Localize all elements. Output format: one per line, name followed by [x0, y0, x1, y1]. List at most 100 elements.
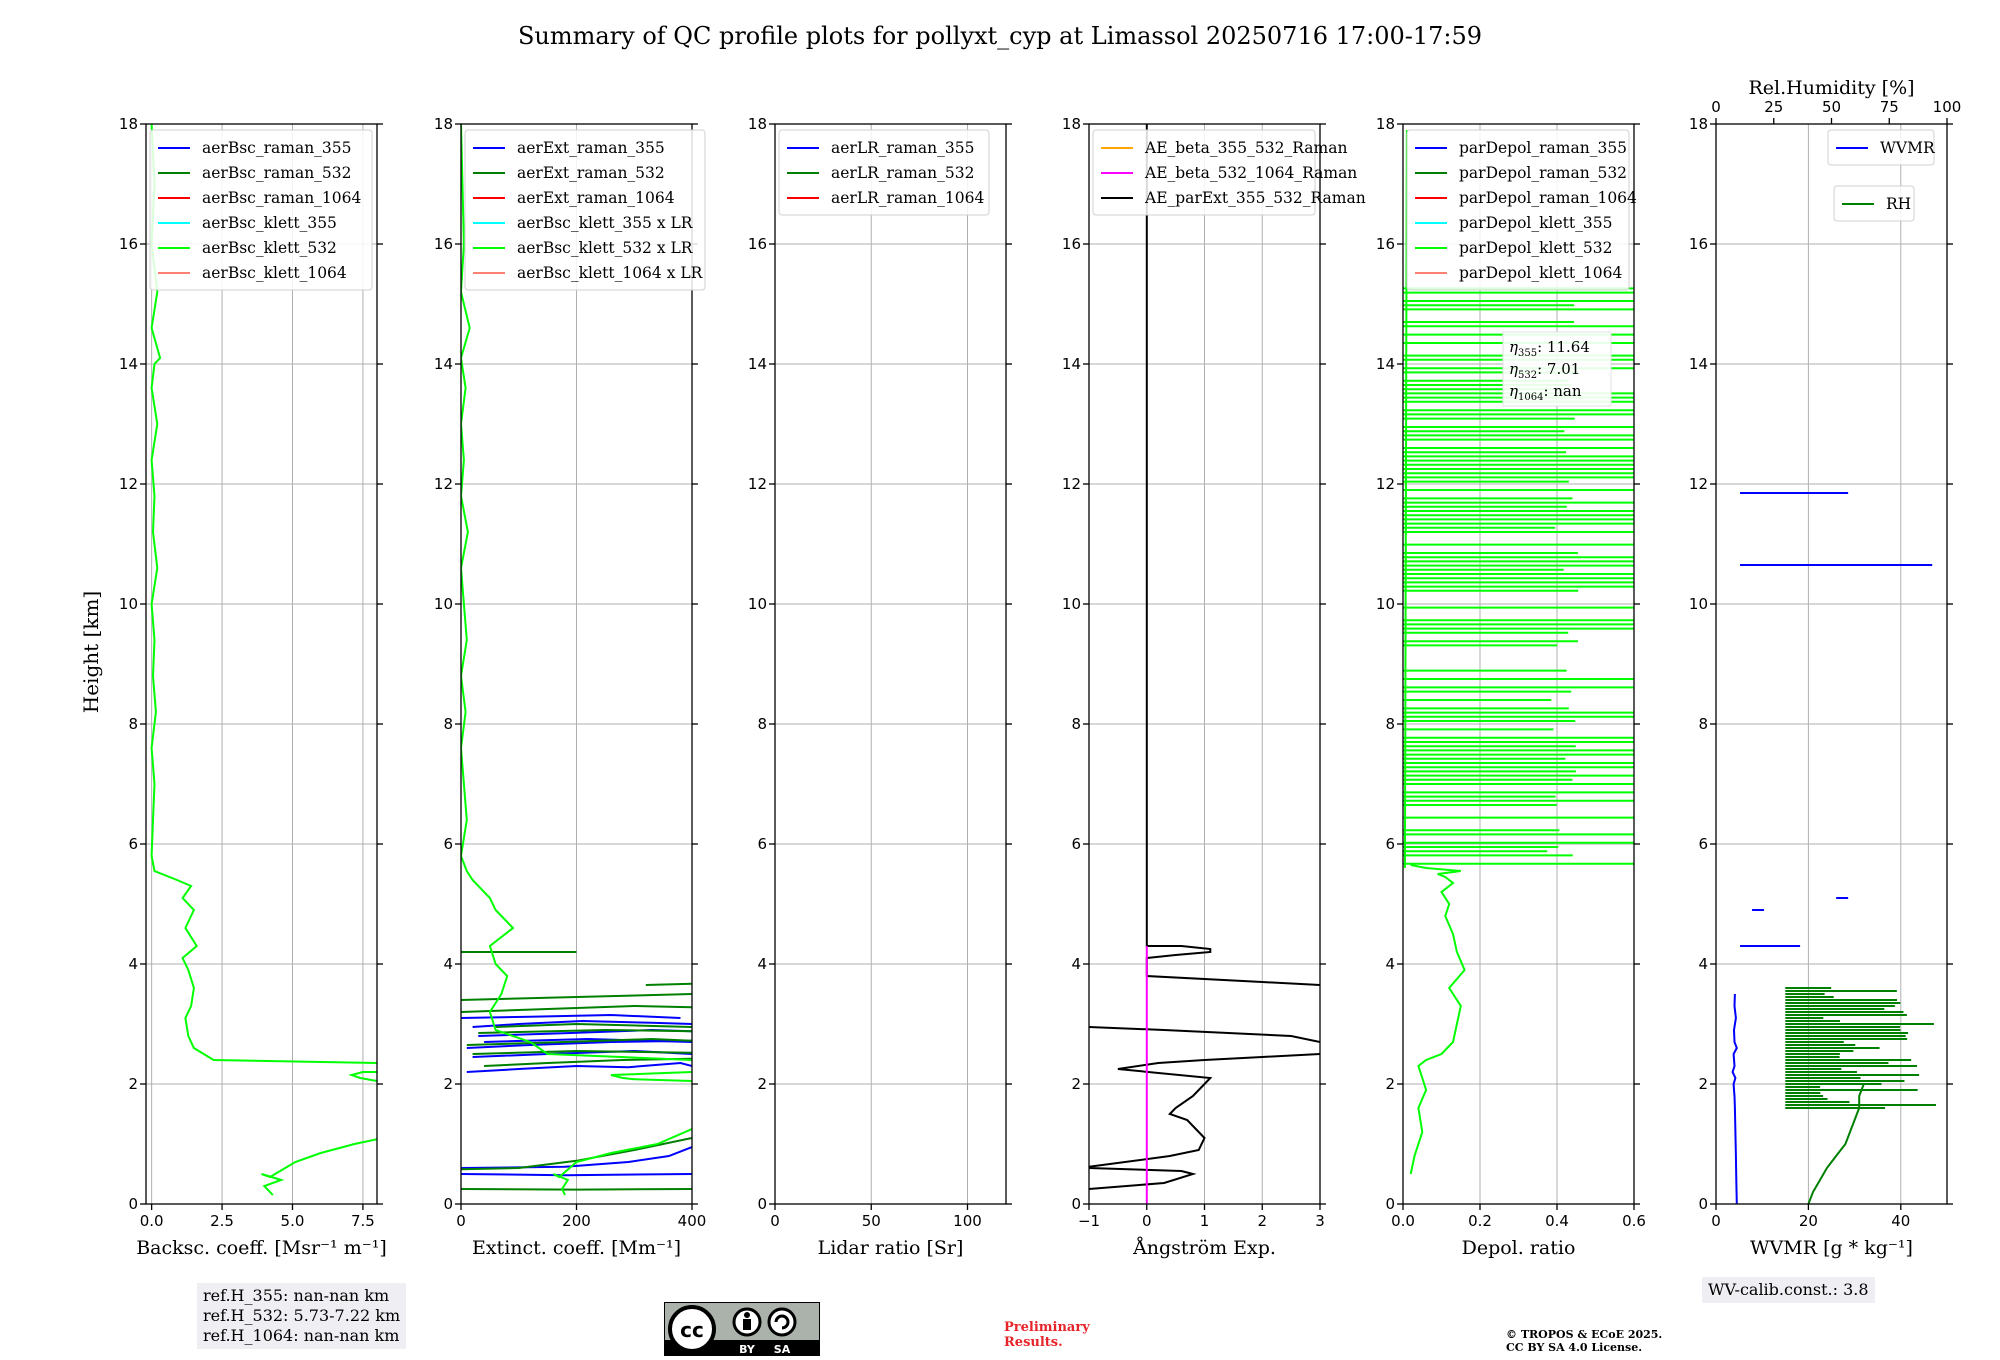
y-tick-label: 2 — [1071, 1075, 1081, 1093]
ref-height-1064: ref.H_1064: nan-nan km — [203, 1326, 400, 1345]
eta-label: η532: 7.01 — [1509, 360, 1580, 381]
y-tick-label: 14 — [119, 355, 138, 373]
copyright-note: © TROPOS & ECoE 2025. CC BY SA 4.0 Licen… — [1506, 1328, 1662, 1354]
y-tick-label: 12 — [1689, 475, 1708, 493]
y-tick-label: 0 — [757, 1195, 767, 1213]
series-aerext-raman-532 — [461, 1004, 692, 1013]
legend-frame — [1092, 129, 1316, 216]
legend-label: parDepol_klett_355 — [1459, 214, 1612, 232]
y-tick-label: 18 — [434, 115, 453, 133]
y-tick-label: 8 — [1071, 715, 1081, 733]
y-tick-label: 4 — [1385, 955, 1395, 973]
series-group — [1089, 124, 1320, 1204]
series-aerext-raman-532 — [495, 1022, 692, 1028]
legend-label: RH — [1886, 195, 1911, 213]
x-tick-label: 50 — [862, 1212, 881, 1230]
panel-lidar_ratio: 0 2 4 6 8 10 12 14 16 18 0 50 100 Lidar ratio [Sr] aer… — [748, 115, 1012, 1259]
legend-label: aerBsc_klett_355 x LR — [517, 214, 694, 232]
preliminary-line-1: Preliminary — [1004, 1320, 1090, 1335]
ref-height-box: ref.H_355: nan-nan km ref.H_532: 5.73-7.… — [197, 1283, 407, 1349]
top-x-tick-label: 25 — [1764, 98, 1783, 116]
legend: aerExt_raman_355 aerExt_raman_532 aerExt_r… — [464, 129, 706, 291]
y-tick-label: 12 — [1376, 475, 1395, 493]
figure-title: Summary of QC profile plots for pollyxt_… — [517, 22, 1483, 50]
x-tick-label: 0.0 — [140, 1212, 164, 1230]
y-tick-label: 16 — [748, 235, 767, 253]
top-x-tick-label: 75 — [1880, 98, 1899, 116]
top-axis-label: Rel.Humidity [%] — [1748, 77, 1914, 99]
panel-frame — [774, 123, 1007, 1205]
y-tick-label: 4 — [443, 955, 453, 973]
y-tick-label: 10 — [1376, 595, 1395, 613]
series-pardepol-klett-532 — [1409, 864, 1466, 1175]
top-x-tick-label: 100 — [1933, 98, 1962, 116]
x-tick-label: 0 — [1711, 1212, 1721, 1230]
y-axis-label: Height [km] — [79, 591, 103, 713]
y-tick-label: 6 — [1385, 835, 1395, 853]
x-axis-label: Lidar ratio [Sr] — [818, 1237, 964, 1259]
x-tick-label: 7.5 — [351, 1212, 375, 1230]
y-tick-label: 16 — [1376, 235, 1395, 253]
legend-label: aerExt_raman_355 — [517, 139, 665, 157]
y-tick-label: 6 — [1071, 835, 1081, 853]
panel-extinction: 0 2 4 6 8 10 12 14 16 18 0 200 400 Extinct. coeff. [M… — [434, 115, 706, 1259]
series-aerext-raman-355 — [466, 1061, 692, 1073]
x-tick-label: 20 — [1799, 1212, 1818, 1230]
ref-height-532: ref.H_532: 5.73-7.22 km — [203, 1306, 401, 1325]
legend-label: AE_parExt_355_532_Raman — [1144, 189, 1366, 207]
panel-backscatter: 0 2 4 6 8 10 12 14 16 18 0.0 2.5 5.0 7.5 Backsc. coeff… — [119, 115, 387, 1259]
y-tick-label: 12 — [1062, 475, 1081, 493]
y-tick-label: 14 — [434, 355, 453, 373]
y-tick-label: 18 — [1062, 115, 1081, 133]
y-tick-label: 18 — [1376, 115, 1395, 133]
y-tick-label: 4 — [128, 955, 138, 973]
legend-frame — [149, 129, 373, 291]
series-ae-parext-355-532-raman — [1089, 1167, 1197, 1190]
top-x-tick-label: 50 — [1822, 98, 1841, 116]
legend-label: aerLR_raman_355 — [831, 139, 974, 157]
series-aerbsc-klett-532-x-lr — [461, 124, 692, 1061]
x-tick-label: 2.5 — [210, 1212, 234, 1230]
series-aerext-raman-532 — [472, 1049, 692, 1055]
cc-badge-by: BY — [739, 1343, 756, 1356]
eta-frame — [1502, 331, 1612, 407]
series-aerbsc-klett-532 — [150, 124, 377, 1064]
cc-badge-cc: cc — [680, 1318, 704, 1342]
y-tick-label: 2 — [1698, 1075, 1708, 1093]
legend: aerBsc_raman_355 aerBsc_raman_532 aerBsc_r… — [149, 129, 373, 291]
y-tick-label: 4 — [757, 955, 767, 973]
legend-label: aerBsc_raman_1064 — [202, 189, 362, 207]
legend: WVMR — [1827, 129, 1936, 166]
y-tick-label: 6 — [1698, 835, 1708, 853]
legend-label: aerLR_raman_532 — [831, 164, 974, 182]
sa-icon — [767, 1307, 797, 1337]
x-tick-label: 200 — [562, 1212, 591, 1230]
legend-label: parDepol_klett_532 — [1459, 239, 1612, 257]
series-rh — [1785, 987, 1937, 1109]
x-tick-label: 3 — [1315, 1212, 1325, 1230]
cc-badge-sa: SA — [774, 1343, 791, 1356]
y-tick-label: 10 — [748, 595, 767, 613]
y-tick-label: 2 — [128, 1075, 138, 1093]
series-aerext-raman-532 — [461, 1137, 692, 1171]
legend-label: WVMR — [1880, 139, 1936, 157]
legend: AE_beta_355_532_Raman AE_beta_532_1064_Ra… — [1092, 129, 1366, 216]
x-tick-label: −1 — [1078, 1212, 1100, 1230]
legend-frame — [778, 129, 990, 216]
y-tick-label: 8 — [443, 715, 453, 733]
x-tick-label: 0.0 — [1391, 1212, 1415, 1230]
series-aerext-raman-532 — [466, 1037, 692, 1046]
x-axis-label: Ångström Exp. — [1132, 1237, 1276, 1259]
preliminary-line-2: Results. — [1004, 1335, 1063, 1350]
series-group — [461, 124, 692, 1196]
series-ae-parext-355-532-raman — [1145, 124, 1320, 986]
legend-rh: RH — [1833, 185, 1915, 222]
y-tick-label: 8 — [1385, 715, 1395, 733]
y-tick-label: 6 — [128, 835, 138, 853]
series-aerbsc-klett-532-x-lr — [552, 1128, 692, 1196]
series-aerext-raman-355 — [461, 1013, 681, 1019]
y-tick-label: 14 — [1689, 355, 1708, 373]
cc-license-badge: cc BY SA — [664, 1302, 820, 1356]
x-tick-label: 0 — [770, 1212, 780, 1230]
